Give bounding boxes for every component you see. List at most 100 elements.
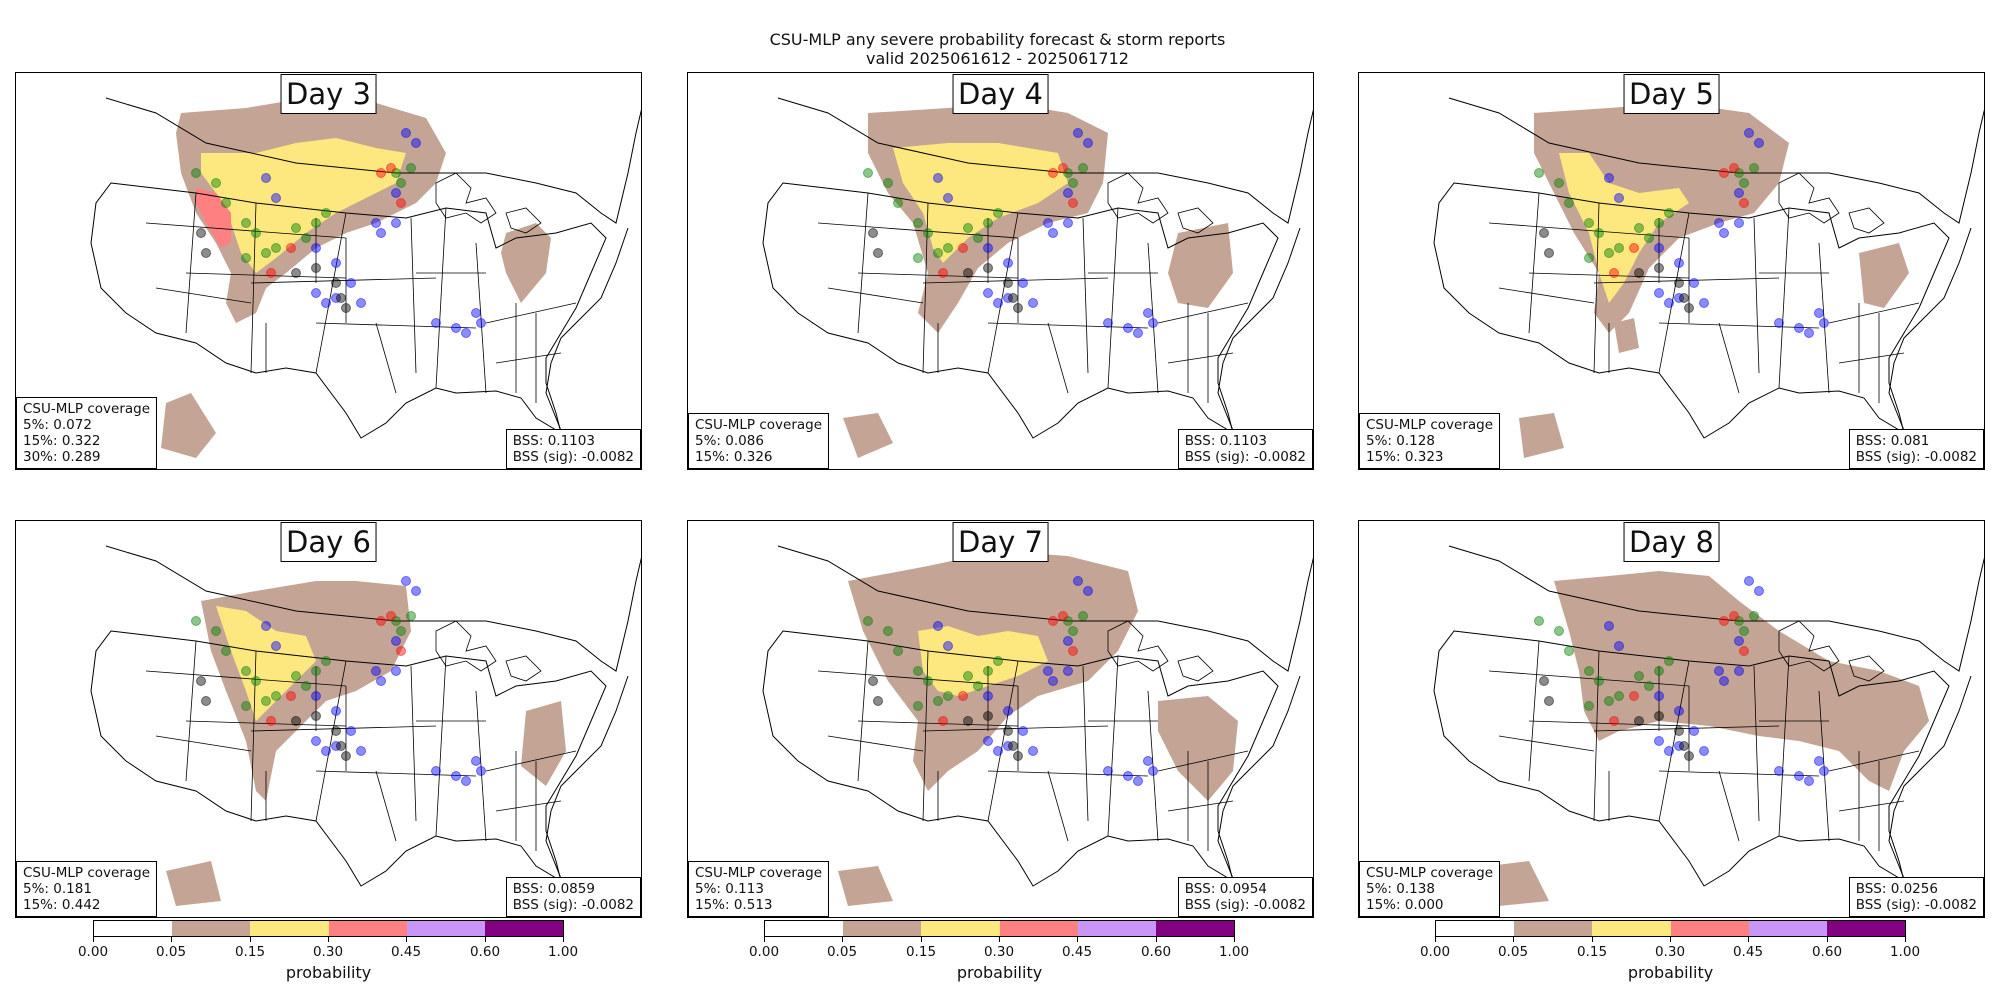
- storm-report-wind: [461, 776, 471, 786]
- state-border: [1838, 352, 1905, 364]
- bss-box: BSS: 0.0859 BSS (sig): -0.0082: [505, 877, 641, 917]
- great-lakes: [1778, 172, 1885, 234]
- storm-report-hail: [1534, 616, 1544, 626]
- storm-report-wind: [1744, 128, 1754, 138]
- storm-report-wind: [1699, 746, 1709, 756]
- forecast-area-5pct: [501, 223, 551, 303]
- state-border: [1718, 770, 1740, 842]
- storm-report-wind: [476, 318, 486, 328]
- storm-report-hail: [241, 666, 251, 676]
- state-border: [1488, 222, 1690, 239]
- forecast-area-5pct: [1554, 571, 1929, 791]
- storm-report-wind: [401, 128, 411, 138]
- storm-report-hail: [883, 178, 893, 188]
- map-panel-day-7: Day 7 CSU-MLP coverage 5%: 0.113 15%: 0.…: [687, 520, 1314, 918]
- storm-report-tornado: [386, 611, 396, 621]
- forecast-area-5pct: [1158, 696, 1238, 801]
- colorbar-tick-label: 0.60: [1811, 944, 1843, 960]
- storm-report-hail: [311, 218, 321, 228]
- storm-report-tornado: [266, 268, 276, 278]
- colorbar-tick-mark: [1234, 937, 1235, 942]
- storm-report-wind: [1604, 621, 1614, 631]
- bss-value: BSS: 0.0954: [1184, 881, 1267, 897]
- storm-report-wind: [1794, 323, 1804, 333]
- storm-report-wind: [261, 173, 271, 183]
- storm-report-tornado: [1058, 611, 1068, 621]
- storm-report-hail: [191, 168, 201, 178]
- storm-report-wind: [1719, 676, 1729, 686]
- storm-report-tornado: [1629, 243, 1639, 253]
- great-lakes: [1107, 620, 1214, 682]
- colorbar-tick-label: 0.45: [390, 944, 422, 960]
- storm-report-hail: [943, 243, 953, 253]
- storm-report-wind: [1018, 726, 1028, 736]
- state-border: [315, 212, 347, 374]
- colorbar-tick-label: 0.30: [312, 944, 344, 960]
- storm-report-wind: [376, 676, 386, 686]
- storm-report-tornado: [396, 646, 406, 656]
- bss-sig-value: BSS (sig): -0.0082: [1184, 449, 1306, 465]
- coverage-line: 5%: 0.138: [1366, 881, 1435, 897]
- storm-report-sig: [1634, 716, 1644, 726]
- colorbar-tick-mark: [1156, 937, 1157, 942]
- state-border: [1107, 207, 1119, 389]
- coverage-line: 5%: 0.181: [23, 881, 92, 897]
- storm-report-hail: [291, 671, 301, 681]
- storm-report-wind: [476, 766, 486, 776]
- state-border: [857, 720, 1019, 727]
- storm-report-hail: [1634, 671, 1644, 681]
- state-border: [817, 670, 1019, 687]
- storm-report-wind: [451, 323, 461, 333]
- storm-report-tornado: [286, 243, 296, 253]
- state-border: [1047, 770, 1069, 842]
- storm-report-hail: [1564, 198, 1574, 208]
- storm-report-tornado: [958, 243, 968, 253]
- storm-report-sig: [331, 278, 341, 288]
- coverage-title: CSU-MLP coverage: [23, 865, 151, 881]
- storm-report-hail: [913, 666, 923, 676]
- colorbar-tick-mark: [250, 937, 251, 942]
- storm-report-hail: [1564, 646, 1574, 656]
- coverage-box: CSU-MLP coverage 5%: 0.138 15%: 0.000: [1359, 861, 1501, 917]
- storm-report-tornado: [1048, 168, 1058, 178]
- storm-report-hail: [396, 178, 406, 188]
- storm-report-wind: [271, 641, 281, 651]
- colorbar-tick-mark: [1827, 937, 1828, 942]
- storm-report-sig: [868, 228, 878, 238]
- colorbar-segment: [1748, 921, 1827, 936]
- coverage-line: 30%: 0.289: [23, 449, 101, 465]
- storm-report-sig: [873, 696, 883, 706]
- storm-report-hail: [396, 626, 406, 636]
- state-border: [1082, 665, 1089, 822]
- storm-report-wind: [1794, 771, 1804, 781]
- state-border: [987, 322, 1149, 329]
- colorbar-segment: [765, 921, 844, 936]
- colorbar-tick-mark: [1670, 937, 1671, 942]
- storm-report-sig: [963, 716, 973, 726]
- colorbar-tick-label: 0.15: [234, 944, 266, 960]
- colorbar-tick-label: 0.15: [905, 944, 937, 960]
- coverage-box: CSU-MLP coverage 5%: 0.128 15%: 0.323: [1359, 413, 1501, 469]
- storm-report-tornado: [1609, 716, 1619, 726]
- colorbar-tick-label: 1.00: [547, 944, 579, 960]
- storm-report-sig: [983, 263, 993, 273]
- map-canvas: [762, 97, 1313, 459]
- storm-report-hail: [1749, 163, 1759, 173]
- storm-report-hail: [913, 701, 923, 711]
- storm-report-wind: [346, 278, 356, 288]
- storm-report-hail: [1644, 233, 1654, 243]
- storm-report-tornado: [938, 268, 948, 278]
- storm-report-hail: [271, 691, 281, 701]
- storm-report-hail: [1654, 666, 1664, 676]
- state-border: [315, 660, 347, 822]
- bss-value: BSS: 0.081: [1855, 433, 1930, 449]
- storm-report-sig: [1544, 248, 1554, 258]
- forecast-area-5pct: [1168, 223, 1233, 308]
- country-outline: [762, 630, 1279, 887]
- storm-report-hail: [241, 218, 251, 228]
- map-canvas: [90, 97, 641, 459]
- storm-report-tornado: [1719, 616, 1729, 626]
- map-panel-day-3: Day 3 CSU-MLP coverage 5%: 0.072 15%: 0.…: [15, 72, 642, 470]
- colorbar-tick-mark: [171, 937, 172, 942]
- storm-report-hail: [1584, 701, 1594, 711]
